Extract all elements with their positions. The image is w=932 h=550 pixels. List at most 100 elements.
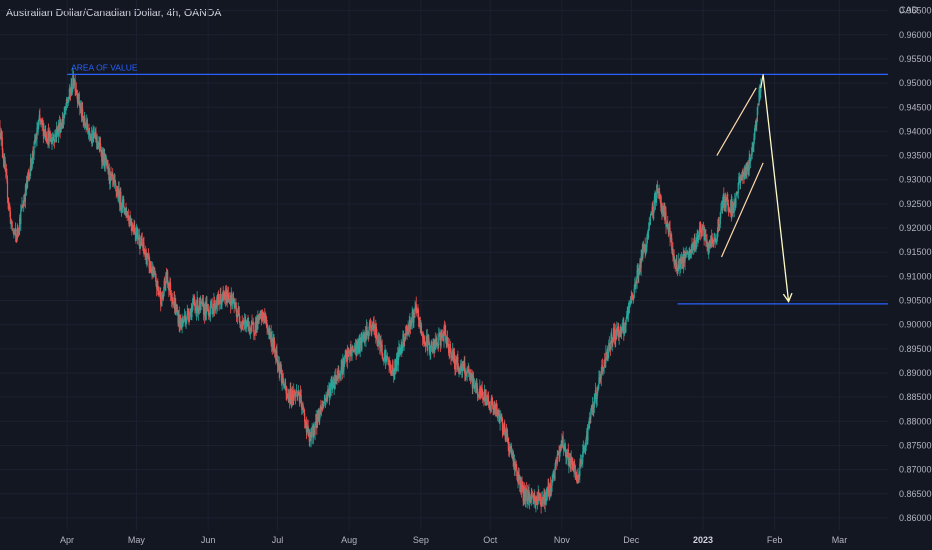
wedge-lower-line[interactable] [720,162,764,258]
candle-body [611,338,613,345]
candle-body [31,153,33,165]
candle-body [423,338,425,343]
candle-body [622,326,624,331]
candle-body [436,337,438,346]
candle-body [431,342,433,349]
candle-body [71,87,73,93]
candle-body [53,138,55,141]
candle-body [261,311,264,316]
candle-body [445,330,447,342]
candle-body [211,303,213,315]
candle-body [461,362,464,372]
candle-body [738,176,741,178]
candle-body [539,496,542,500]
candle-body [185,321,187,325]
candle-body [330,385,332,390]
candle-body [735,191,738,196]
x-tick-label: 2023 [693,535,713,545]
candle-body [656,184,658,192]
currency-label: CAD [899,5,919,15]
y-tick-label: 0.90000 [899,320,932,330]
candle-body [476,387,479,395]
wedge-upper-line[interactable] [716,87,757,156]
candle-body [135,229,138,240]
candle-body [176,310,179,314]
candle-body [33,141,35,155]
candle-body [642,248,644,259]
candle-body [76,92,78,94]
candle-body [653,204,655,214]
candle-body [707,243,709,245]
candle-body [8,201,10,206]
candle-body [131,224,133,228]
candle-body [600,370,602,379]
candle-body [213,300,216,310]
candle-body [363,333,365,335]
candle-body [161,294,163,306]
candle-body [726,198,728,200]
candle-body [378,333,380,343]
candle-body [424,342,426,345]
candle-body [222,293,224,296]
candle-body [489,406,491,408]
x-tick-label: Jun [201,535,216,545]
candle-body [633,298,635,300]
candle-body [570,457,572,470]
candle-body [78,93,80,105]
candle-body [694,239,696,249]
candle-body [428,343,431,354]
candle-body [654,193,657,203]
candle-body [722,200,724,209]
candle-body [741,178,743,180]
candle-body [359,340,361,353]
candle-body [35,138,37,142]
candle-body [756,121,758,126]
candle-body [535,496,537,505]
candle-body [188,315,190,320]
candle-body [605,352,607,363]
candle-body [530,501,532,503]
arrow-down-segment[interactable] [762,74,790,302]
candle-body [345,355,347,357]
candle-body [665,211,667,227]
candle-body [372,327,374,330]
price-axis[interactable]: CAD 0.86000 0.86500 0.87000 0.87500 0.88000 0… [899,5,932,523]
candle-body [290,388,292,401]
candle-body [465,372,467,378]
candle-body [631,294,634,298]
time-axis[interactable]: Apr May Jun Jul Aug Sep Oct Nov Dec 2023 Feb Mar [60,535,847,545]
candle-body [136,228,139,239]
candle-body [662,207,664,209]
candle-body [21,204,24,208]
candle-body [676,261,678,273]
candle-body [292,398,294,400]
candle-body [249,328,251,335]
candle-body [758,90,760,106]
candle-body [580,462,583,464]
candle-body [121,207,123,210]
candle-body [387,358,389,361]
candle-body [205,303,207,314]
candle-body [704,233,706,241]
candle-body [684,252,686,263]
candle-body [126,210,128,218]
candle-body [110,171,112,176]
candle-body [716,238,718,241]
candle-body [16,227,18,240]
candle-body [668,223,670,233]
x-tick-label: Dec [623,535,640,545]
candle-body [648,224,650,230]
candle-body [223,295,225,298]
candle-body [554,467,556,480]
candle-body [42,123,44,125]
candle-body [226,296,228,304]
candle-body [702,228,705,230]
candle-body [17,227,19,232]
candle-body [470,372,472,381]
x-tick-label: May [128,535,146,545]
candle-body [311,426,313,438]
candle-body [728,209,730,211]
candle-body [45,130,47,138]
